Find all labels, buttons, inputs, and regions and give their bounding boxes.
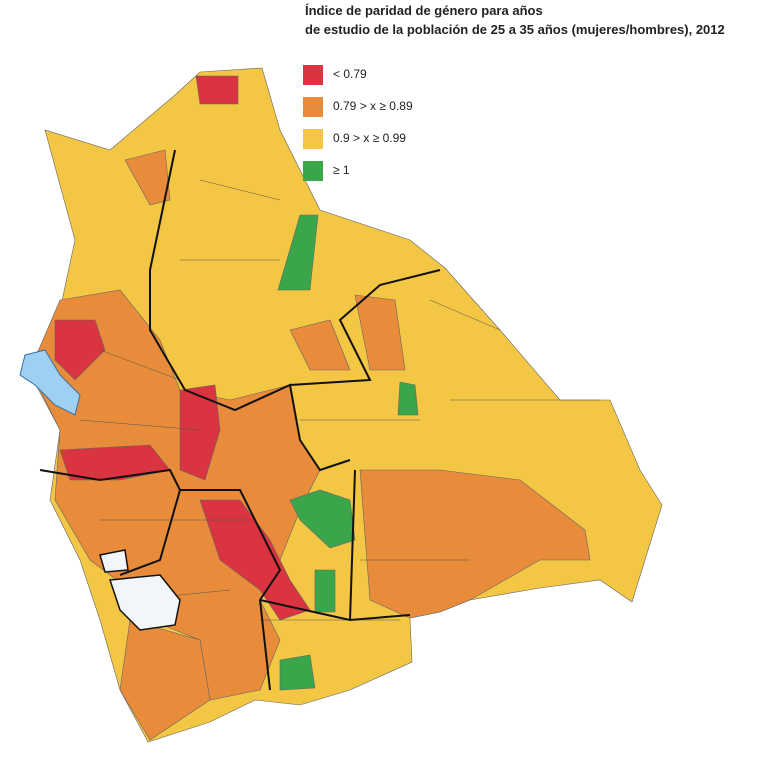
municipal-borders: [79, 179, 600, 621]
salt-flat: [99, 549, 129, 573]
legend-swatch: [303, 97, 323, 117]
region: [179, 384, 221, 481]
regions: [27, 67, 663, 743]
region: [277, 214, 319, 291]
legend-label: 0.79 > x ≥ 0.89: [333, 99, 413, 113]
region: [354, 294, 406, 371]
legend-label: < 0.79: [333, 67, 367, 81]
region: [289, 319, 351, 371]
region: [199, 499, 311, 621]
legend-label: ≥ 1: [333, 163, 350, 177]
region: [54, 319, 106, 381]
legend: < 0.79 0.79 > x ≥ 0.89 0.9 > x ≥ 0.99 ≥ 1: [303, 65, 413, 181]
region: [119, 619, 211, 741]
department-borders: [39, 149, 441, 691]
region: [279, 654, 316, 691]
region: [314, 569, 336, 613]
legend-swatch: [303, 161, 323, 181]
region: [359, 469, 591, 619]
legend-swatch: [303, 65, 323, 85]
region: [289, 489, 356, 549]
legend-swatch: [303, 129, 323, 149]
title-line: de estudio de la población de 25 a 35 añ…: [305, 22, 725, 37]
lake: [19, 349, 81, 416]
region: [195, 75, 239, 105]
salt-flat: [108, 574, 181, 631]
title-line: Índice de paridad de género para años: [305, 3, 543, 18]
legend-label: 0.9 > x ≥ 0.99: [333, 131, 406, 145]
region: [124, 149, 171, 206]
region: [397, 381, 419, 416]
